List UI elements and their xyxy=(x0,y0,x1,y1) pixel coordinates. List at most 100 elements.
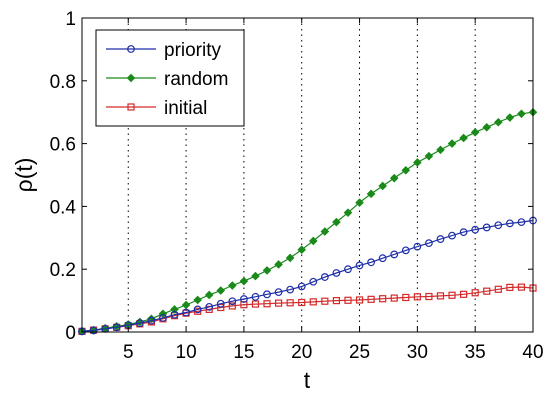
data-point-random xyxy=(517,109,526,119)
data-point-random xyxy=(320,227,330,236)
data-point-initial xyxy=(425,292,433,301)
data-point-random xyxy=(170,305,179,314)
x-tick-label: 40 xyxy=(522,342,543,363)
data-point-random xyxy=(239,276,249,286)
y-axis-label: ρ(t) xyxy=(11,158,37,193)
data-point-priority xyxy=(401,246,410,255)
data-point-random xyxy=(251,271,260,281)
data-point-initial xyxy=(402,293,410,302)
data-point-random xyxy=(308,236,318,246)
data-point-priority xyxy=(147,316,156,325)
data-point-priority xyxy=(159,313,167,322)
x-tick-label: 10 xyxy=(176,342,197,363)
data-point-initial xyxy=(228,302,236,310)
legend-label: random xyxy=(164,69,228,90)
data-point-initial xyxy=(344,296,352,304)
data-point-random xyxy=(285,253,295,263)
legend-marker xyxy=(126,73,136,83)
data-point-initial xyxy=(286,299,294,307)
data-point-priority xyxy=(517,218,526,227)
data-point-priority xyxy=(494,221,503,230)
data-point-random xyxy=(459,133,468,143)
y-tick-label: 0.2 xyxy=(50,260,76,281)
data-point-random xyxy=(366,189,376,199)
data-point-initial xyxy=(240,301,248,309)
data-point-random xyxy=(274,260,283,269)
data-point-initial xyxy=(517,283,526,291)
data-point-priority xyxy=(390,250,399,259)
legend: priority random initial xyxy=(95,29,245,127)
x-tick-label: 35 xyxy=(465,342,486,363)
data-point-random xyxy=(482,122,492,132)
x-tick-label: 5 xyxy=(123,342,134,363)
data-point-random xyxy=(389,173,399,183)
plot-area-frame xyxy=(81,17,534,333)
data-point-priority xyxy=(471,225,480,234)
data-point-priority xyxy=(89,326,98,335)
data-point-initial xyxy=(251,300,260,308)
legend-item-random: random xyxy=(106,69,228,90)
data-point-random xyxy=(505,113,515,122)
data-point-priority xyxy=(135,319,144,328)
data-point-random xyxy=(436,145,445,155)
data-point-priority xyxy=(170,310,179,319)
data-point-priority xyxy=(309,277,318,286)
data-point-priority xyxy=(112,323,121,332)
data-point-priority xyxy=(286,285,295,294)
data-point-priority xyxy=(505,219,514,228)
data-point-initial xyxy=(367,295,375,303)
legend-item-initial: initial xyxy=(106,98,207,119)
legend-item-priority: priority xyxy=(106,40,222,61)
data-point-random xyxy=(228,281,237,290)
data-point-initial xyxy=(321,297,329,305)
legend-label: priority xyxy=(164,40,222,61)
y-tick-label: 0 xyxy=(65,323,76,344)
data-point-initial xyxy=(483,287,491,295)
data-point-priority xyxy=(344,265,352,274)
data-point-priority xyxy=(448,231,456,240)
data-point-priority xyxy=(263,290,271,299)
y-tick-label: 1 xyxy=(65,9,76,30)
data-point-random xyxy=(193,295,202,305)
data-point-priority xyxy=(216,299,225,308)
data-point-random xyxy=(181,300,191,310)
data-point-initial xyxy=(355,296,364,304)
series-layer xyxy=(77,107,538,336)
data-point-random xyxy=(297,245,307,255)
data-point-initial xyxy=(332,297,341,305)
data-point-priority xyxy=(239,295,248,303)
data-point-priority xyxy=(205,302,214,311)
data-point-priority xyxy=(251,292,260,301)
x-tick-label: 20 xyxy=(291,342,312,363)
data-point-initial xyxy=(436,292,445,300)
data-point-random xyxy=(413,158,422,167)
data-point-random xyxy=(355,198,364,207)
series-line-priority xyxy=(81,219,534,332)
data-point-initial xyxy=(494,285,502,293)
data-point-initial xyxy=(298,298,306,307)
data-point-initial xyxy=(460,290,468,298)
x-tick-label: 25 xyxy=(349,342,370,363)
data-point-initial xyxy=(217,303,225,312)
data-point-priority xyxy=(297,282,306,291)
data-point-priority xyxy=(482,223,491,232)
data-point-initial xyxy=(379,295,387,303)
data-point-priority xyxy=(274,288,283,297)
y-tick-label: 0.8 xyxy=(50,72,76,93)
data-point-priority xyxy=(378,254,387,263)
x-tick-label: 15 xyxy=(233,342,254,363)
data-point-priority xyxy=(459,228,468,237)
series-line-random xyxy=(81,111,534,332)
data-point-initial xyxy=(263,300,271,308)
data-point-random xyxy=(262,266,272,275)
data-point-random xyxy=(494,117,503,127)
data-point-priority xyxy=(425,239,433,248)
data-point-priority xyxy=(355,261,364,270)
data-point-initial xyxy=(274,299,283,307)
data-point-priority xyxy=(182,308,190,317)
data-point-initial xyxy=(506,283,514,292)
data-point-priority xyxy=(320,273,329,281)
series-priority xyxy=(78,216,537,336)
